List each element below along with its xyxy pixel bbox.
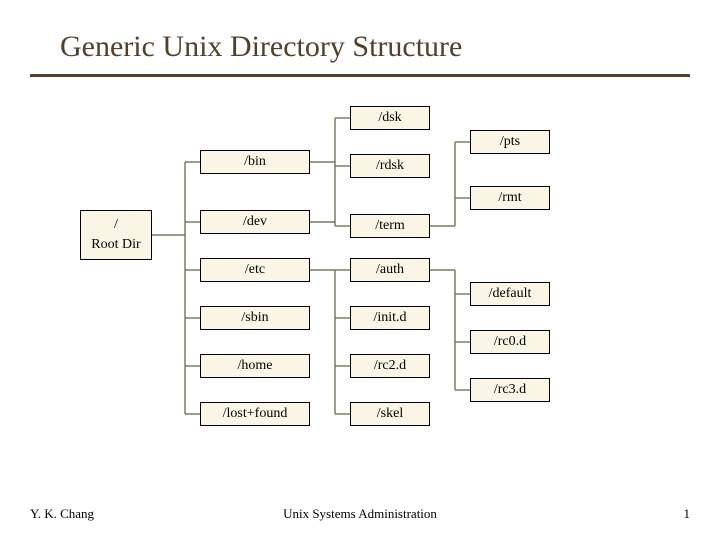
node-rdsk: /rdsk	[350, 154, 430, 178]
footer-subject: Unix Systems Administration	[0, 506, 720, 522]
node-pts: /pts	[470, 130, 550, 154]
node-etc: /etc	[200, 258, 310, 282]
node-sbin: /sbin	[200, 306, 310, 330]
node-auth: /auth	[350, 258, 430, 282]
node-dev: /dev	[200, 210, 310, 234]
root-slash: /	[81, 217, 151, 233]
node-skel: /skel	[350, 402, 430, 426]
node-init: /init.d	[350, 306, 430, 330]
node-rc3: /rc3.d	[470, 378, 550, 402]
node-lost: /lost+found	[200, 402, 310, 426]
footer-page: 1	[684, 506, 691, 522]
root-label: Root Dir	[81, 237, 151, 253]
node-bin: /bin	[200, 150, 310, 174]
node-home: /home	[200, 354, 310, 378]
node-term: /term	[350, 214, 430, 238]
node-default: /default	[470, 282, 550, 306]
node-dsk: /dsk	[350, 106, 430, 130]
node-rc0: /rc0.d	[470, 330, 550, 354]
root-node: / Root Dir	[80, 210, 152, 260]
node-rc2: /rc2.d	[350, 354, 430, 378]
node-rmt: /rmt	[470, 186, 550, 210]
